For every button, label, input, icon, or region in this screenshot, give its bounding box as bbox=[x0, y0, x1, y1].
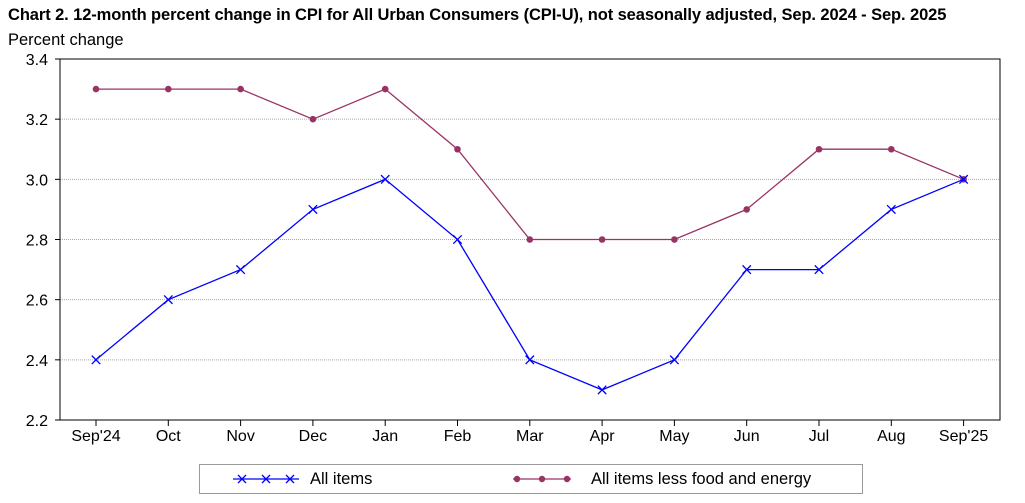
data-point-core bbox=[743, 206, 750, 213]
x-tick-label: Apr bbox=[590, 428, 616, 445]
y-tick-label: 2.2 bbox=[26, 413, 48, 430]
data-point-core bbox=[237, 85, 244, 93]
chart-title: Chart 2. 12-month percent change in CPI … bbox=[8, 6, 947, 24]
legend: All items All items less food and energy bbox=[199, 464, 863, 494]
y-tick-label: 3.4 bbox=[26, 52, 48, 69]
data-point-core bbox=[598, 236, 606, 243]
data-point-core bbox=[92, 85, 100, 93]
legend-item-all-items: All items bbox=[233, 465, 372, 493]
data-point-all-items bbox=[958, 174, 969, 184]
x-tick-label: Sep'25 bbox=[939, 428, 988, 445]
y-axis-label: Percent change bbox=[8, 31, 124, 49]
x-tick-label: Aug bbox=[877, 428, 905, 445]
y-tick-label: 2.8 bbox=[26, 233, 48, 250]
data-point-all-items bbox=[886, 204, 896, 215]
y-tick-label: 3.0 bbox=[26, 172, 48, 189]
legend-swatch-circle-marker-icon bbox=[513, 475, 571, 483]
x-tick-label: Mar bbox=[516, 428, 544, 445]
series-line-core bbox=[96, 88, 964, 241]
data-point-core bbox=[381, 85, 389, 93]
x-tick-label: Dec bbox=[299, 428, 327, 445]
data-point-core bbox=[815, 145, 823, 153]
data-point-core bbox=[165, 85, 172, 93]
x-tick-label: Jan bbox=[372, 428, 398, 445]
x-tick-label: May bbox=[659, 428, 689, 445]
x-tick-label: Jun bbox=[734, 428, 760, 445]
data-point-all-items bbox=[669, 355, 680, 365]
data-point-all-items bbox=[308, 204, 318, 215]
x-tick-label: Nov bbox=[226, 428, 254, 445]
y-tick-label: 2.6 bbox=[26, 293, 48, 310]
line-chart: 2.2 2.4 2.6 2.8 3.0 3.2 3.4 Sep'24 Oct Nov Dec Jan F… bbox=[26, 52, 1001, 445]
data-point-core bbox=[526, 236, 534, 243]
x-tick-label: Feb bbox=[444, 428, 472, 445]
data-point-core bbox=[671, 236, 678, 243]
x-tick-label: Jul bbox=[809, 428, 829, 445]
data-point-all-items bbox=[235, 264, 246, 275]
data-point-all-items bbox=[814, 264, 824, 275]
legend-label-all-items: All items bbox=[310, 469, 373, 488]
data-point-all-items bbox=[597, 385, 607, 395]
data-point-all-items bbox=[163, 295, 173, 305]
legend-label-core: All items less food and energy bbox=[591, 469, 812, 488]
data-point-all-items bbox=[452, 234, 463, 245]
data-point-core bbox=[309, 115, 317, 123]
data-point-core bbox=[454, 145, 461, 153]
data-point-core bbox=[888, 145, 895, 153]
x-tick-label: Oct bbox=[156, 428, 181, 445]
series-line-all-items bbox=[95, 178, 964, 391]
data-point-all-items bbox=[380, 174, 390, 184]
data-point-all-items bbox=[525, 355, 535, 365]
data-point-all-items bbox=[91, 355, 101, 365]
y-tick-label: 3.2 bbox=[26, 112, 48, 129]
data-point-all-items bbox=[742, 264, 752, 275]
legend-item-core: All items less food and energy bbox=[511, 465, 811, 493]
x-tick-label: Sep'24 bbox=[71, 428, 120, 445]
y-tick-label: 2.4 bbox=[26, 353, 48, 370]
legend-swatch-x-marker-icon bbox=[233, 474, 299, 484]
